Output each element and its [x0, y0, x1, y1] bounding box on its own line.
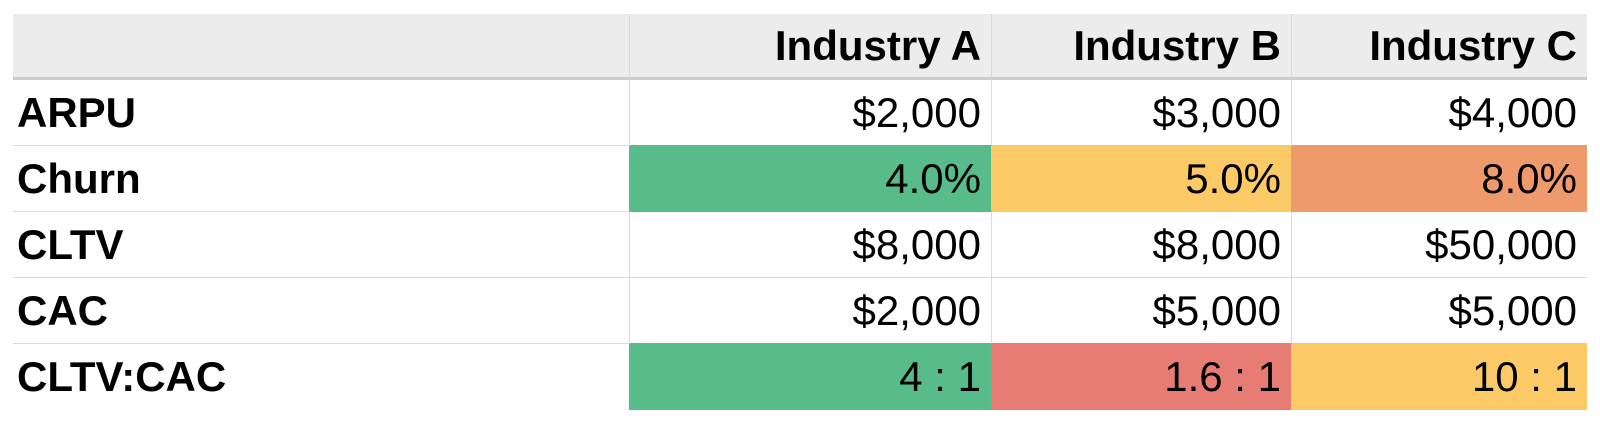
value-cell: 4 : 1 — [630, 344, 992, 410]
column-header-industry-c: Industry C — [1292, 14, 1587, 80]
value-cell: $2,000 — [630, 80, 992, 146]
value-cell: 5.0% — [992, 146, 1292, 212]
value-cell: 1.6 : 1 — [992, 344, 1292, 410]
table-row-churn: Churn 4.0% 5.0% 8.0% — [13, 146, 1587, 212]
metrics-table-container: Industry A Industry B Industry C ARPU $2… — [13, 14, 1587, 410]
column-header-industry-b: Industry B — [992, 14, 1292, 80]
table-row-cac: CAC $2,000 $5,000 $5,000 — [13, 278, 1587, 344]
table-row-cltv-cac-ratio: CLTV:CAC 4 : 1 1.6 : 1 10 : 1 — [13, 344, 1587, 410]
row-label-cltv: CLTV — [13, 212, 630, 278]
value-cell: 4.0% — [630, 146, 992, 212]
row-label-churn: Churn — [13, 146, 630, 212]
row-label-arpu: ARPU — [13, 80, 630, 146]
corner-header-cell — [13, 14, 630, 80]
value-cell: $4,000 — [1292, 80, 1587, 146]
row-label-cltv-cac-ratio: CLTV:CAC — [13, 344, 630, 410]
row-label-cac: CAC — [13, 278, 630, 344]
value-cell: $50,000 — [1292, 212, 1587, 278]
column-header-industry-a: Industry A — [630, 14, 992, 80]
value-cell: $2,000 — [630, 278, 992, 344]
table-row-cltv: CLTV $8,000 $8,000 $50,000 — [13, 212, 1587, 278]
industry-comparison-table: Industry A Industry B Industry C ARPU $2… — [13, 14, 1587, 410]
value-cell: 8.0% — [1292, 146, 1587, 212]
value-cell: $8,000 — [992, 212, 1292, 278]
value-cell: 10 : 1 — [1292, 344, 1587, 410]
table-header-row: Industry A Industry B Industry C — [13, 14, 1587, 80]
value-cell: $5,000 — [1292, 278, 1587, 344]
value-cell: $8,000 — [630, 212, 992, 278]
table-row-arpu: ARPU $2,000 $3,000 $4,000 — [13, 80, 1587, 146]
value-cell: $3,000 — [992, 80, 1292, 146]
value-cell: $5,000 — [992, 278, 1292, 344]
